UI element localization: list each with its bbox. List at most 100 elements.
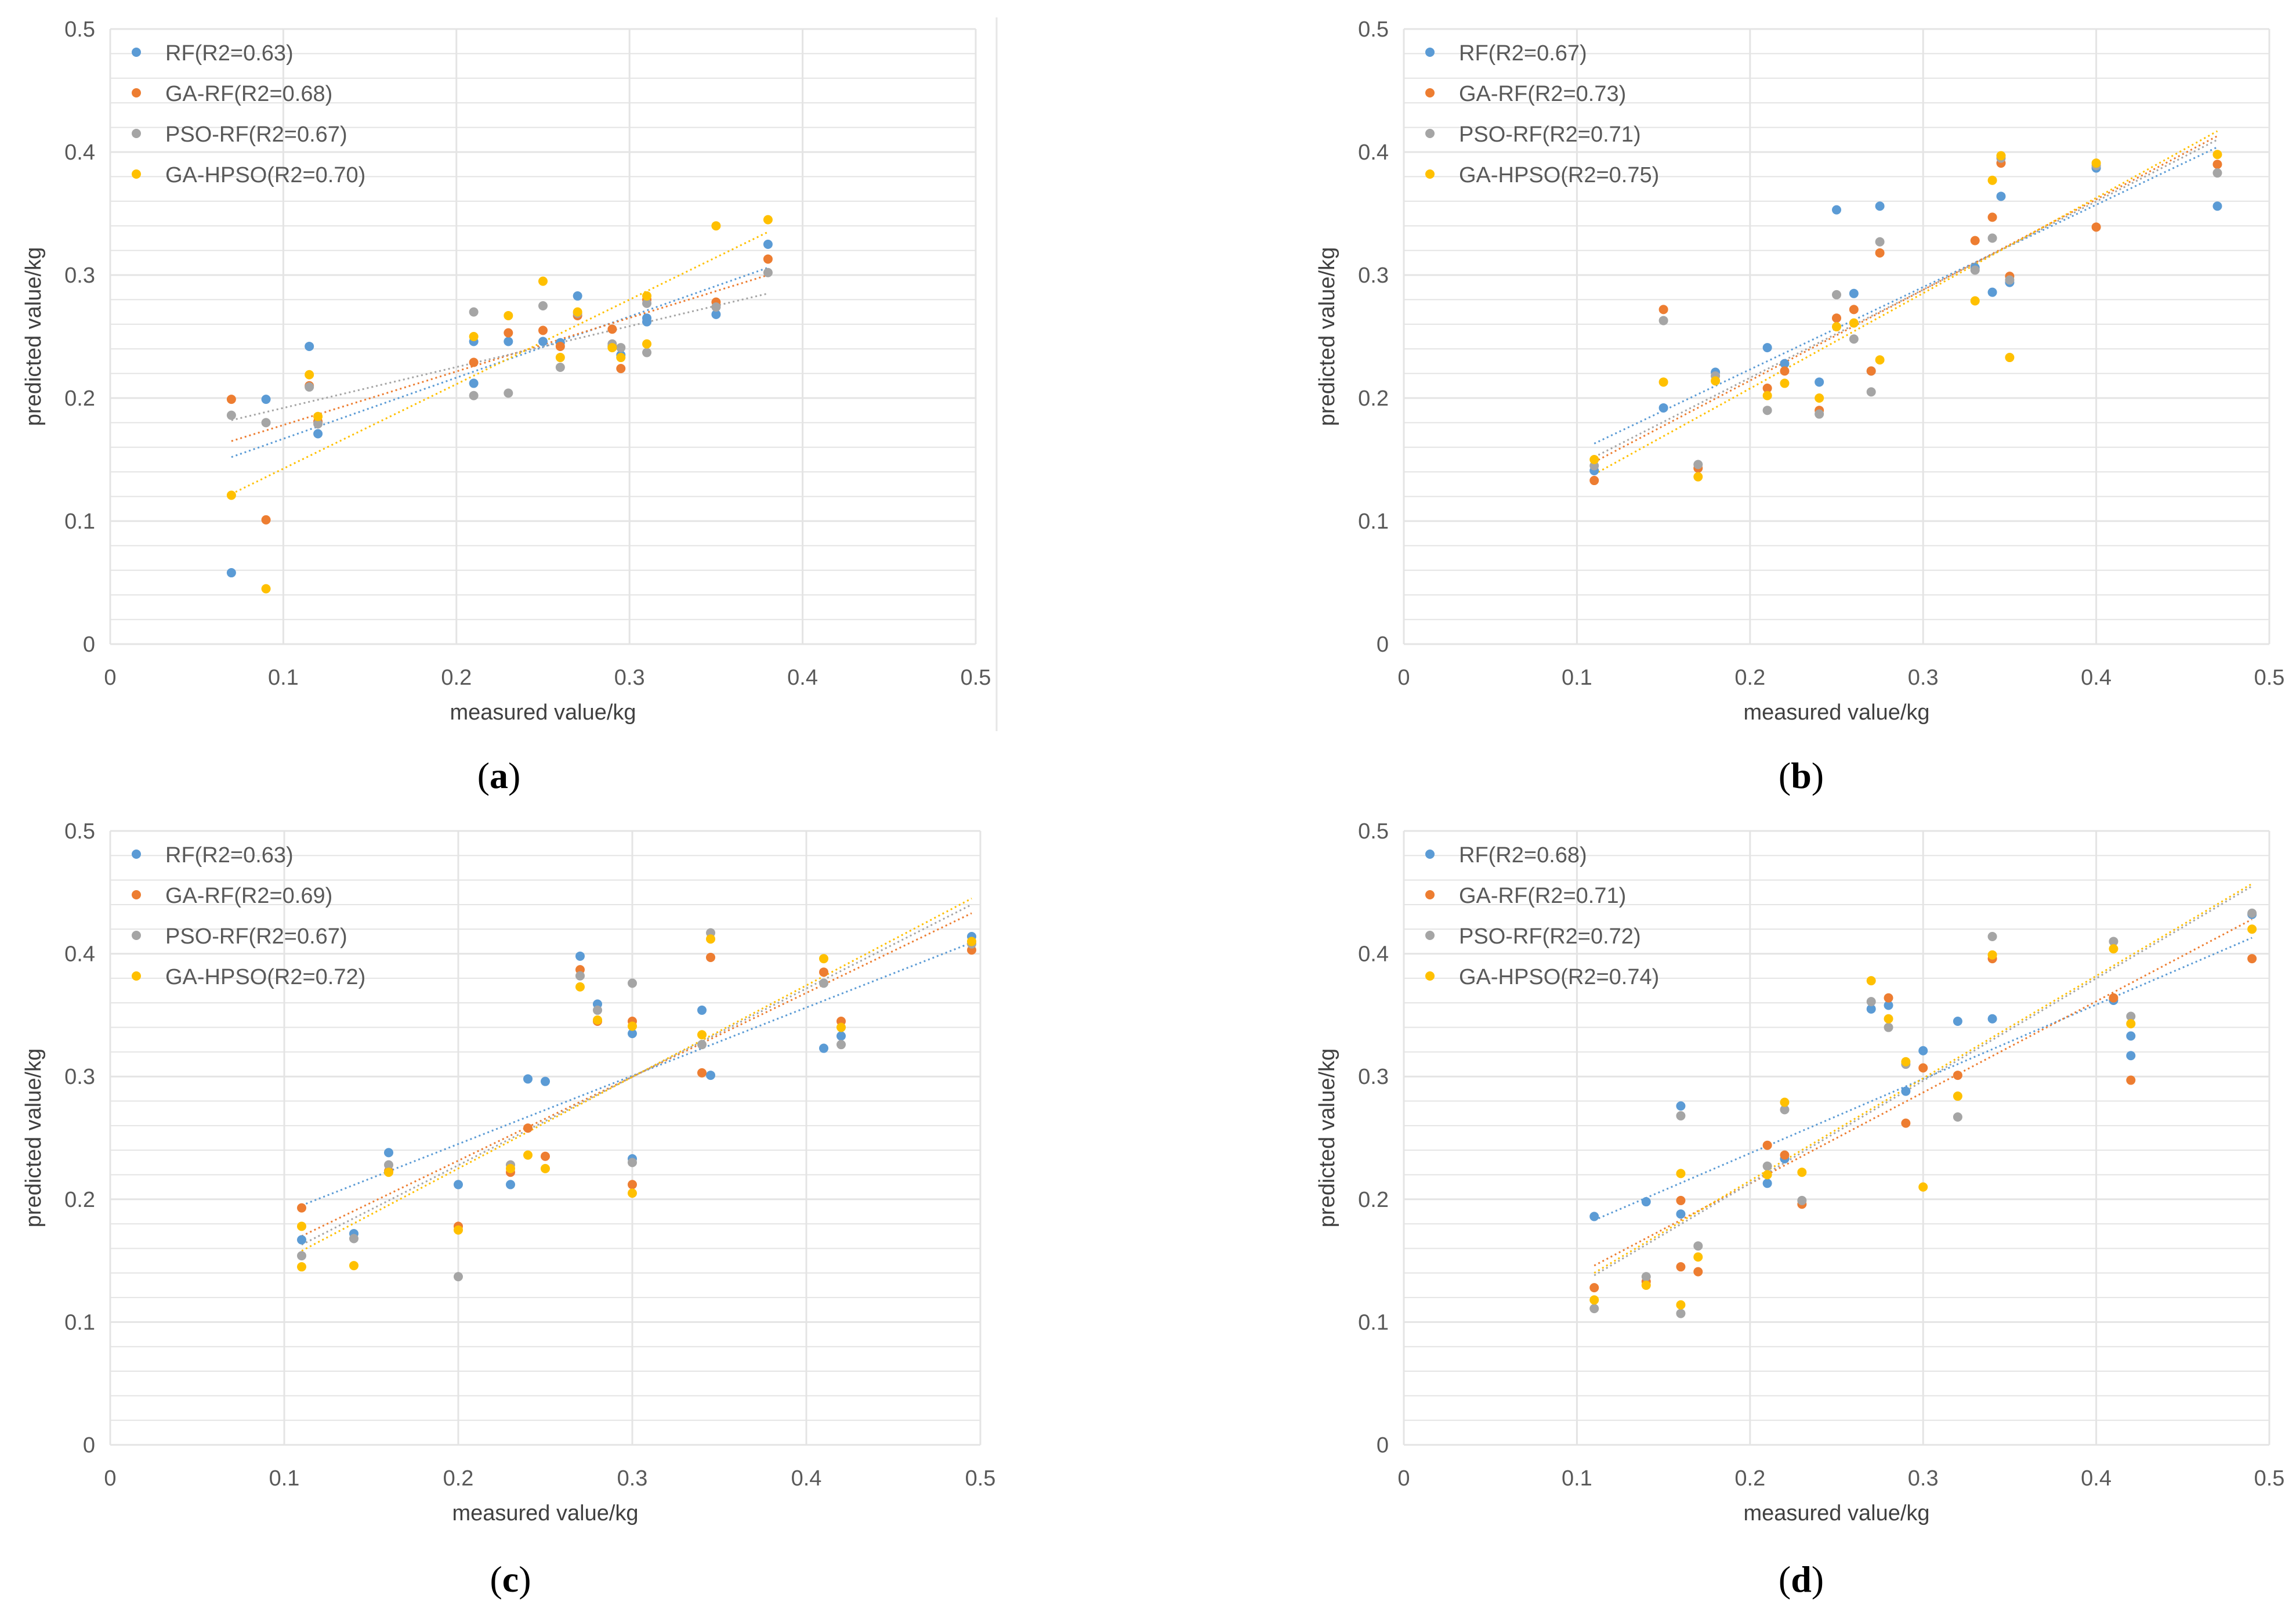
point-pso-rf: [1762, 1161, 1772, 1171]
point-ga-hpso: [2126, 1019, 2136, 1029]
point-rf: [763, 240, 773, 249]
point-rf: [1996, 191, 2006, 201]
point-ga-hpso: [1589, 1295, 1599, 1305]
point-rf: [836, 1031, 846, 1041]
point-rf: [538, 337, 548, 346]
point-ga-hpso: [819, 954, 828, 964]
y-axis-label: predicted value/kg: [1315, 247, 1339, 426]
point-ga-hpso: [2091, 158, 2101, 168]
point-pso-rf: [305, 382, 314, 392]
trendline-ga-rf: [301, 912, 972, 1237]
point-ga-hpso: [1693, 472, 1703, 482]
trendline-ga-rf: [1594, 919, 2252, 1267]
y-tick-label: 0.2: [64, 386, 95, 411]
point-rf: [1641, 1197, 1651, 1207]
point-ga-rf: [1762, 1140, 1772, 1150]
x-tick-label: 0.1: [269, 1466, 300, 1491]
point-ga-hpso: [538, 276, 548, 286]
x-axis-label: measured value/kg: [1743, 700, 1929, 725]
point-ga-hpso: [349, 1261, 358, 1271]
point-pso-rf: [2212, 168, 2222, 178]
x-tick-label: 0: [1397, 1466, 1410, 1491]
point-ga-hpso: [226, 490, 236, 500]
point-pso-rf: [226, 410, 236, 420]
point-ga-hpso: [967, 937, 976, 946]
y-tick-label: 0.1: [64, 1310, 95, 1335]
point-ga-rf: [763, 254, 773, 264]
point-rf: [2126, 1051, 2136, 1061]
point-rf: [469, 378, 479, 388]
y-axis-label: predicted value/kg: [21, 1049, 46, 1227]
point-ga-hpso: [555, 353, 565, 363]
y-tick-label: 0.4: [1358, 942, 1389, 967]
point-ga-hpso: [706, 934, 715, 944]
point-ga-hpso: [1780, 1097, 1790, 1107]
point-pso-rf: [538, 301, 548, 310]
y-tick-label: 0.5: [64, 819, 95, 844]
point-pso-rf: [1589, 1304, 1599, 1314]
x-tick-label: 0.5: [2254, 666, 2285, 690]
point-ga-rf: [555, 341, 565, 351]
point-ga-hpso: [1901, 1057, 1911, 1067]
legend-label: GA-RF(R2=0.71): [1459, 884, 1626, 908]
x-tick-label: 0.1: [1562, 666, 1592, 690]
point-pso-rf: [697, 1040, 707, 1050]
point-ga-rf: [1884, 993, 1893, 1003]
point-ga-rf: [1953, 1071, 1962, 1080]
point-rf: [1815, 377, 1824, 387]
point-rf: [1884, 1000, 1893, 1010]
y-tick-label: 0.3: [1358, 1065, 1389, 1089]
point-pso-rf: [1849, 334, 1859, 344]
trendline-ga-hpso: [301, 898, 972, 1252]
point-pso-rf: [575, 971, 585, 981]
point-ga-rf: [1987, 212, 1997, 222]
x-tick-label: 0.2: [441, 666, 472, 690]
point-pso-rf: [1866, 387, 1876, 397]
legend-marker: [1425, 890, 1435, 899]
chart-a: 0 0.1 0.2 0.3 0.4 0.5 0 0.1 0.2 0.3 0.4 0.5 measured…: [21, 17, 991, 725]
point-rf: [1866, 1004, 1876, 1014]
point-ga-hpso: [506, 1163, 515, 1173]
point-rf: [1987, 1014, 1997, 1024]
y-tick-label: 0.2: [1358, 1188, 1389, 1212]
point-rf: [575, 951, 585, 961]
point-ga-hpso: [1711, 376, 1721, 386]
point-rf: [1780, 359, 1790, 368]
legend-marker: [132, 971, 141, 981]
point-ga-hpso: [454, 1225, 463, 1235]
legend-label: GA-RF(R2=0.68): [165, 82, 332, 106]
caption-c: (c): [490, 1559, 531, 1600]
y-tick-label: 0.3: [64, 263, 95, 288]
x-tick-label: 0.3: [617, 1466, 648, 1491]
point-pso-rf: [313, 419, 323, 429]
point-pso-rf: [2126, 1011, 2136, 1021]
point-pso-rf: [1676, 1111, 1686, 1120]
y-tick-label: 0.1: [1358, 509, 1389, 534]
point-ga-rf: [469, 357, 479, 367]
point-pso-rf: [297, 1251, 306, 1261]
y-tick-label: 0.1: [64, 509, 95, 534]
point-pso-rf: [819, 978, 828, 988]
point-ga-hpso: [575, 982, 585, 992]
point-ga-hpso: [1676, 1300, 1686, 1310]
y-tick-label: 0.2: [1358, 386, 1389, 411]
legend-label: GA-RF(R2=0.73): [1459, 82, 1626, 106]
point-ga-rf: [607, 324, 617, 334]
point-ga-hpso: [2212, 150, 2222, 160]
point-ga-rf: [1901, 1118, 1911, 1128]
point-ga-hpso: [1589, 455, 1599, 464]
point-rf: [313, 429, 323, 439]
point-pso-rf: [628, 978, 637, 988]
legend-marker: [1425, 88, 1435, 97]
point-rf: [226, 568, 236, 578]
y-tick-label: 0.3: [64, 1065, 95, 1089]
point-ga-rf: [2247, 954, 2257, 964]
point-pso-rf: [1987, 931, 1997, 941]
x-tick-label: 0.2: [443, 1466, 474, 1491]
point-pso-rf: [454, 1272, 463, 1282]
legend-label: RF(R2=0.63): [165, 843, 294, 867]
point-ga-hpso: [642, 339, 652, 349]
point-ga-hpso: [697, 1030, 707, 1040]
y-tick-label: 0.4: [1358, 140, 1389, 165]
point-ga-hpso: [1693, 1252, 1703, 1262]
